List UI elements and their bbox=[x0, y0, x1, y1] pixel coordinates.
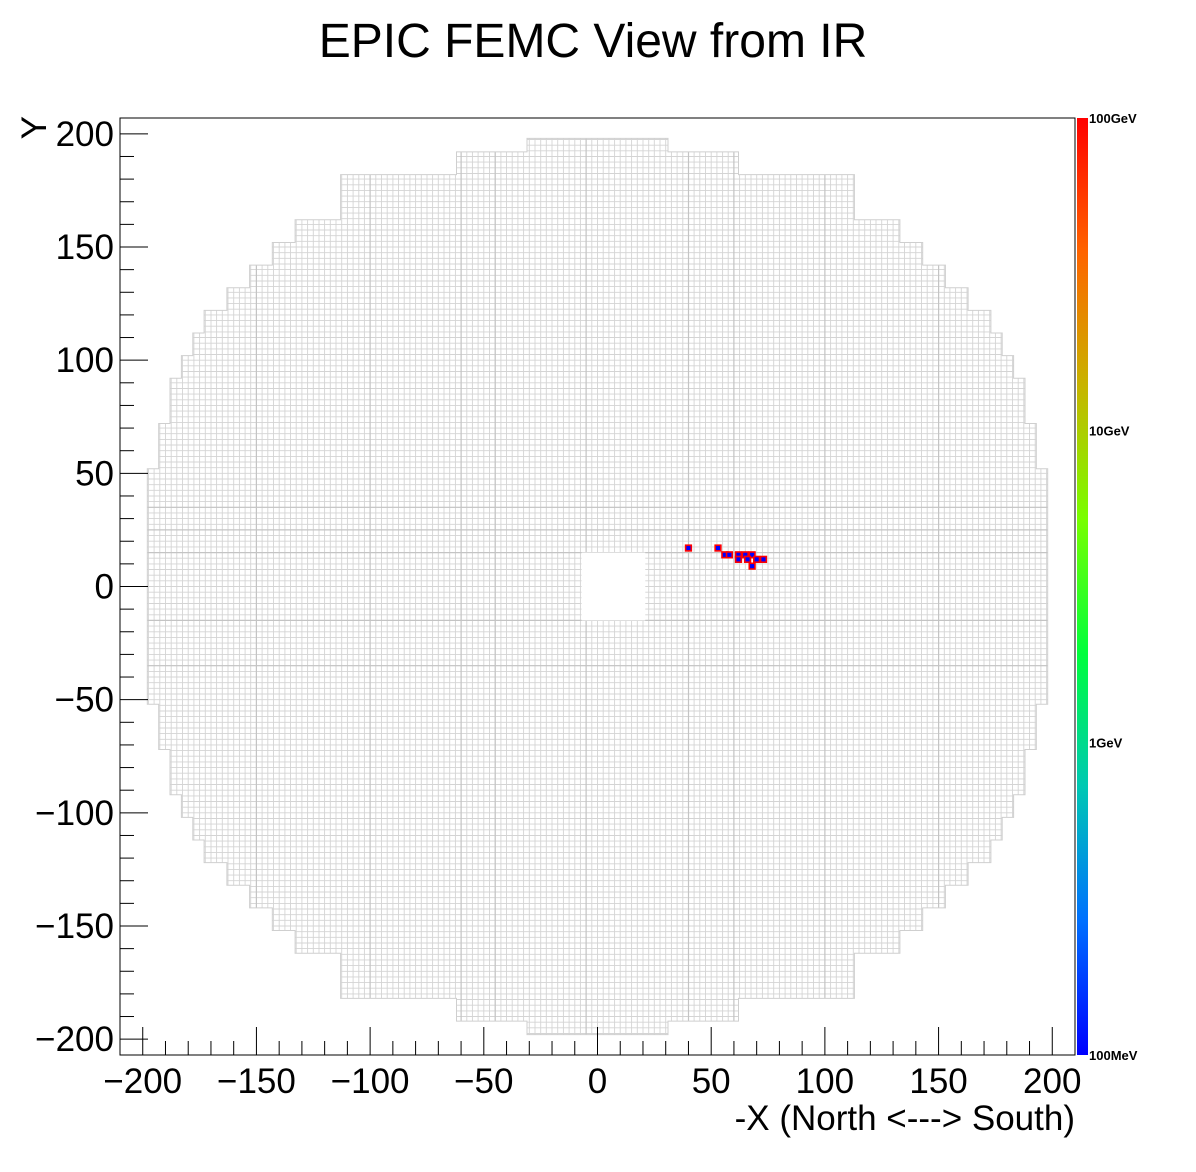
x-tick-label: 50 bbox=[692, 1062, 731, 1101]
x-tick-label: 0 bbox=[588, 1062, 607, 1101]
x-tick-label: 100 bbox=[796, 1062, 854, 1101]
y-tick-label: 200 bbox=[56, 115, 114, 154]
color-scale: 100GeV 10GeV 1GeV 100MeV bbox=[1077, 111, 1138, 1063]
color-scale-label: 1GeV bbox=[1089, 736, 1123, 751]
y-tick-label: 50 bbox=[75, 454, 114, 493]
x-tick-label: −50 bbox=[454, 1062, 513, 1101]
beam-pipe-hole bbox=[581, 552, 646, 621]
chart-title: EPIC FEMC View from IR bbox=[318, 15, 868, 68]
x-tick-label: −100 bbox=[331, 1062, 410, 1101]
grid-cells bbox=[147, 138, 1048, 1035]
y-tick-label: 100 bbox=[56, 341, 114, 380]
hit-cell bbox=[748, 562, 756, 570]
hit-cell bbox=[714, 544, 722, 552]
color-scale-label: 100GeV bbox=[1089, 111, 1137, 126]
detector-grid bbox=[146, 137, 1049, 1036]
detector-outline bbox=[146, 137, 1049, 1036]
x-tick-label: −150 bbox=[217, 1062, 296, 1101]
color-scale-label: 10GeV bbox=[1089, 423, 1130, 438]
y-tick-label: 150 bbox=[56, 228, 114, 267]
hit-cell bbox=[734, 555, 743, 563]
x-tick-label: −200 bbox=[103, 1062, 182, 1101]
hit-cell bbox=[748, 551, 756, 559]
axes: −200 −150 −100 −50 0 50 100 150 200 200 150 100 50 0 −… bbox=[35, 115, 1081, 1101]
x-tick-label: 200 bbox=[1023, 1062, 1081, 1101]
x-axis-title: -X (North <---> South) bbox=[735, 1099, 1075, 1138]
y-tick-label: −150 bbox=[35, 907, 114, 946]
energy-hits bbox=[684, 544, 768, 570]
x-tick-label: 150 bbox=[909, 1062, 967, 1101]
hit-cell bbox=[684, 544, 693, 552]
y-tick-label: −50 bbox=[55, 681, 114, 720]
hit-cell bbox=[759, 555, 768, 563]
color-scale-label: 100MeV bbox=[1089, 1048, 1138, 1063]
y-tick-label: −200 bbox=[35, 1020, 114, 1059]
y-axis-title: Y bbox=[15, 116, 54, 139]
y-tick-label: 0 bbox=[95, 568, 114, 607]
hit-cell bbox=[725, 551, 734, 559]
hit-cell bbox=[743, 555, 752, 563]
color-scale-bar bbox=[1077, 118, 1088, 1055]
hit-cell bbox=[753, 555, 761, 563]
y-tick-label: −100 bbox=[35, 794, 114, 833]
